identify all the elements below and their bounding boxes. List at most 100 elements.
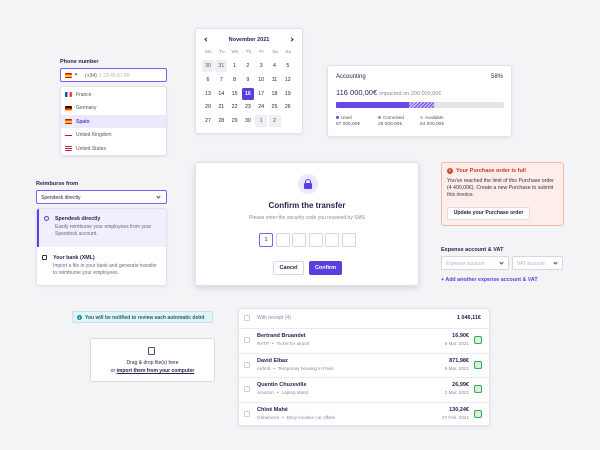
country-name: United Kingdom [76,132,112,138]
legend-dot [336,116,339,119]
merchant: Gébarrerol [257,414,279,420]
weekday: Sa [272,50,278,55]
day[interactable]: 6 [206,76,210,83]
confirm-modal: Confirm the transfer Please enter the se… [195,162,419,286]
calendar-month: November 2021 [228,37,270,43]
day[interactable]: 14 [218,90,225,97]
day[interactable]: 2 [268,115,281,128]
country-option[interactable]: Spain [61,115,166,128]
reimburse-option[interactable]: Spendesk directly Easily reimburse your e… [37,209,166,247]
accounting-amount: 116 000,00€ impacted on 200 000,00€ [336,88,441,97]
code-box[interactable] [341,233,356,247]
day[interactable]: 26 [284,104,291,111]
checkbox[interactable] [244,337,250,343]
add-expense-link[interactable]: + Add another expense account & VAT [441,277,538,283]
day[interactable]: 25 [271,104,278,111]
country-option[interactable]: France [61,88,166,101]
chevron [499,259,504,265]
date: 5 Mar. 2021 [444,365,469,371]
row-divider [239,401,489,403]
accounting-card: Accounting 58% 116 000,00€ impacted on 2… [327,65,512,137]
code-box[interactable] [292,233,306,247]
code-box[interactable] [275,233,290,247]
row-divider [239,328,489,329]
checkbox[interactable] [244,361,250,368]
country-option[interactable]: United Kingdom [61,129,166,142]
checkbox[interactable] [244,386,250,392]
alert-title: Your Purchase order is full [456,168,526,174]
alert-button[interactable]: Update your Purchase order [447,207,530,220]
day[interactable]: 31 [215,60,228,72]
day[interactable]: 2 [246,63,250,69]
payer-name: David Elbaz [257,357,288,364]
weekday: Th [245,50,252,55]
description: Drivy location car offsite [286,414,336,420]
phone-input[interactable]: (+34) 1 23 45 67 89 [60,68,167,82]
country-option[interactable]: Germany [61,102,166,115]
day[interactable]: 1 [255,115,268,128]
legend-label: Commited [383,114,404,120]
day[interactable]: 21 [218,104,225,111]
checkbox[interactable] [244,315,250,321]
dropzone-link[interactable]: import them from your computer [116,368,195,374]
reimburse-select[interactable]: Spendesk directly [36,190,167,204]
code-box[interactable] [325,233,339,247]
flag [65,92,72,97]
country-name: United States [76,145,107,152]
day[interactable]: 9 [246,76,250,83]
day[interactable]: 30 [244,118,251,125]
vat-placeholder: VAT account [517,260,545,267]
day[interactable]: 23 [244,104,251,111]
day[interactable]: 3 [259,63,263,69]
code-box[interactable] [308,233,323,247]
day[interactable]: 4 [273,63,276,69]
amount: 130,24€ [449,406,469,413]
day[interactable]: 22 [231,104,238,111]
payment-detail: Airbnb • Temporary housing in Paris [257,366,334,371]
day[interactable]: 13 [205,90,211,97]
merchant: RATP [257,341,269,346]
day[interactable]: 17 [258,90,265,97]
day[interactable]: 24 [258,104,265,111]
day[interactable]: 15 [231,90,238,97]
reimburse-label: Reimburse from [36,181,79,187]
accounting-title: Accounting [336,74,366,80]
code-box[interactable]: 1 [259,233,273,247]
day[interactable]: 30 [202,60,214,72]
merchant: Airbnb [257,365,271,371]
progress-used [336,102,409,108]
day[interactable]: 11 [271,76,278,83]
day[interactable]: 5 [286,63,290,69]
day[interactable]: 19 [284,90,291,97]
vat-select[interactable]: VAT account [512,256,563,270]
day[interactable]: 18 [271,90,278,97]
progress-bar [336,102,504,108]
phone-label: Phone number [60,59,99,65]
confirm-button[interactable]: Confirm [309,261,342,275]
reimburse-selected: Spendesk directly [41,194,81,201]
dropzone[interactable]: Drag & drop file(s) here or import them … [90,338,215,382]
day[interactable]: 12 [284,76,291,83]
cancel-button[interactable]: Cancel [273,261,304,275]
reimburse-option[interactable]: Your bank (XML) Import a file in your ban… [37,248,166,285]
day[interactable]: 8 [233,76,237,83]
expense-select[interactable]: Expense account [441,256,509,270]
payment-detail: Amazon • Laptop stand [257,390,308,395]
description: Temporary housing in Paris [277,365,334,371]
day[interactable]: 7 [219,76,223,83]
payments-header: With receipt (4) [257,315,291,321]
checkbox[interactable] [244,410,250,417]
lock-shackle [305,179,311,184]
day[interactable]: 28 [218,118,225,125]
day[interactable]: 29 [231,118,238,125]
separator: • [276,390,279,395]
day[interactable]: 10 [258,76,265,83]
day[interactable]: 1 [233,63,237,69]
chevron [553,259,558,265]
day[interactable]: 16 [241,87,254,100]
dropzone-line2: or import them from your computer [91,368,214,374]
country-option[interactable]: United States [61,142,166,155]
day[interactable]: 20 [205,104,211,111]
info-text: You will be notified to review each auto… [85,314,205,321]
day[interactable]: 27 [205,118,211,125]
